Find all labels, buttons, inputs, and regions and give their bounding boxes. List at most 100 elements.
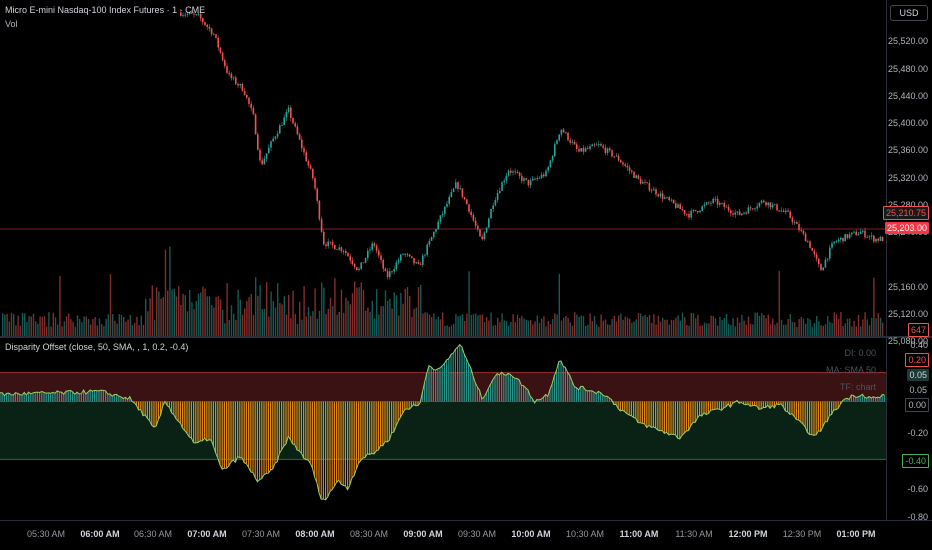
volume-bar xyxy=(290,318,292,336)
candle-body xyxy=(615,155,618,157)
upper-threshold-tag: 0.20 xyxy=(905,353,929,367)
pane-divider[interactable] xyxy=(0,336,932,338)
candle xyxy=(466,198,468,205)
volume-bar xyxy=(404,288,406,336)
candle-body xyxy=(199,13,202,19)
volume-bar xyxy=(420,284,422,336)
candle-body xyxy=(811,247,813,251)
candle-body xyxy=(191,12,193,14)
disparity-line xyxy=(0,343,885,501)
candle xyxy=(820,262,822,271)
candle-body xyxy=(743,212,745,214)
volume-tag: 647 xyxy=(907,323,929,337)
candle-body xyxy=(305,152,307,162)
volume-bar xyxy=(52,312,54,336)
candle-body xyxy=(602,145,604,148)
candle-body xyxy=(721,202,723,204)
candle xyxy=(835,239,838,244)
candle-body xyxy=(391,271,393,273)
candle xyxy=(633,170,635,179)
price-axis[interactable]: USD 25,520.00 25,480.00 25,440.00 25,400… xyxy=(882,0,932,346)
volume-bar xyxy=(470,314,472,336)
candle-body xyxy=(435,229,437,232)
volume-bar xyxy=(574,312,576,336)
candle-body xyxy=(503,180,505,183)
volume-bar xyxy=(563,317,565,336)
indicator-axis[interactable]: 0.40 -0.20 -0.60 -0.80 0.20 0.05 0.05 0.… xyxy=(886,338,932,522)
volume-bar xyxy=(24,313,26,336)
volume-bar xyxy=(228,319,230,336)
candle xyxy=(881,236,884,242)
candle-body xyxy=(622,162,624,165)
volume-bar xyxy=(653,314,655,336)
candle xyxy=(837,237,840,244)
volume-bar xyxy=(263,308,266,336)
volume-bar xyxy=(710,315,712,336)
candle xyxy=(347,251,349,257)
candle-body xyxy=(837,239,840,242)
price-chart-pane[interactable]: Micro E-mini Nasdaq-100 Index Futures · … xyxy=(0,0,886,336)
candle-body xyxy=(382,259,384,269)
volume-bar xyxy=(767,314,769,336)
price-tick: 25,280.00 xyxy=(887,200,928,210)
volume-bar xyxy=(699,325,701,336)
candle xyxy=(677,202,679,209)
volume-bar xyxy=(153,320,156,336)
candle xyxy=(534,177,536,181)
candle xyxy=(483,231,486,241)
candle xyxy=(864,227,866,240)
volume-bar xyxy=(552,319,554,336)
currency-button[interactable]: USD xyxy=(890,5,928,21)
candle xyxy=(824,257,827,269)
candle xyxy=(877,237,879,243)
time-axis[interactable]: 05:30 AM 06:00 AM 06:30 AM 07:00 AM 07:30 AM… xyxy=(0,520,932,550)
indicator-pane[interactable]: Disparity Offset (close, 50, SMA, , 1, 0… xyxy=(0,338,886,520)
volume-bar xyxy=(659,321,662,336)
candle xyxy=(833,241,835,245)
time-tick: 09:00 AM xyxy=(403,529,443,539)
volume-bar xyxy=(651,322,653,336)
volume-bar xyxy=(499,322,501,336)
candle-body xyxy=(296,126,299,135)
volume-bar xyxy=(349,304,351,336)
candle xyxy=(210,27,213,37)
candle-body xyxy=(701,206,703,211)
candle xyxy=(780,207,783,212)
candle-body xyxy=(560,129,563,135)
indicator-value-tag: 0.05 xyxy=(907,384,929,396)
candle-body xyxy=(840,237,842,240)
candle xyxy=(549,159,552,168)
volume-bar xyxy=(138,325,140,336)
volume-bar xyxy=(664,319,666,336)
candle xyxy=(459,185,461,190)
candle-body xyxy=(373,243,376,246)
volume-bar xyxy=(527,320,530,336)
candle-body xyxy=(356,267,358,270)
time-tick: 10:30 AM xyxy=(565,529,605,539)
candle-body xyxy=(309,165,312,169)
volume-bar xyxy=(222,309,224,336)
volume-bar xyxy=(459,315,461,336)
candle xyxy=(213,32,215,36)
time-tick: 07:00 AM xyxy=(187,529,227,539)
candle-body xyxy=(426,244,428,255)
volume-bar xyxy=(695,318,697,336)
candle-body xyxy=(499,190,501,194)
volume-bar xyxy=(54,317,57,336)
price-chart-canvas[interactable] xyxy=(0,0,886,336)
volume-bar xyxy=(28,316,30,336)
volume-bar xyxy=(202,286,204,336)
candle-body xyxy=(813,250,816,255)
volume-bar xyxy=(285,314,288,336)
candle-body xyxy=(290,107,292,119)
volume-bar xyxy=(761,313,763,336)
volume-bar xyxy=(323,287,325,336)
candle xyxy=(571,139,574,145)
indicator-canvas[interactable] xyxy=(0,338,886,520)
candle-body xyxy=(318,200,321,220)
volume-bar xyxy=(334,278,336,336)
candle-body xyxy=(219,47,222,53)
candle xyxy=(622,161,624,167)
volume-bar xyxy=(173,288,175,336)
candle xyxy=(873,234,875,244)
